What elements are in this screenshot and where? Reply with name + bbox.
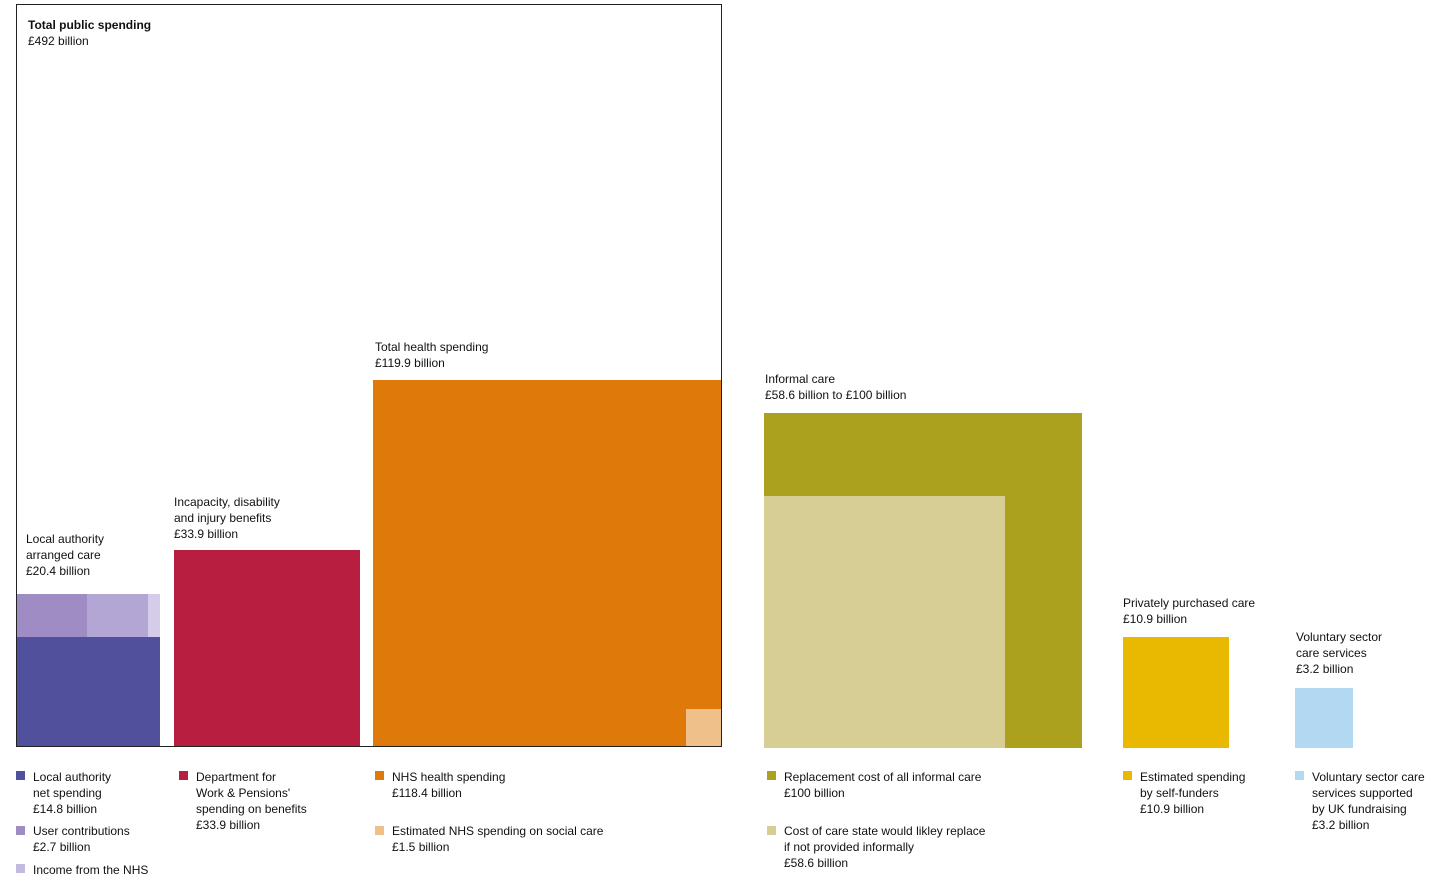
legend-value: £2.7 billion [33, 840, 91, 854]
legend-label-line: spending on benefits [196, 802, 307, 816]
legend-value: £58.6 billion [784, 856, 849, 870]
dwp-benefits-area [174, 550, 360, 746]
legend-local-authority-net-spending: Local authority net spending £14.8 billi… [33, 769, 111, 817]
legend-swatch [16, 864, 25, 873]
group-title-line: Voluntary sector [1296, 630, 1383, 644]
nhs-health-spending-area [373, 380, 721, 746]
group-value: £10.9 billion [1123, 612, 1188, 626]
legend-label-line: Replacement cost of all informal care [784, 770, 982, 784]
incapacity-benefits-label: Incapacity, disability and injury benefi… [174, 494, 280, 542]
legend-value: £10.9 billion [1140, 802, 1205, 816]
legend-swatch [375, 826, 384, 835]
legend-label-line: NHS health spending [392, 770, 506, 784]
total-public-spending-label: Total public spending £492 billion [28, 17, 151, 49]
legend-label-line: Department for [196, 770, 277, 784]
group-value: £58.6 billion to £100 billion [765, 388, 907, 402]
legend-swatch [375, 771, 384, 780]
group-title: Privately purchased care [1123, 596, 1256, 610]
legend-nhs-health-spending: NHS health spending £118.4 billion [392, 769, 505, 801]
legend-value: £14.8 billion [33, 802, 98, 816]
group-title: Informal care [765, 372, 836, 386]
legend-swatch [16, 771, 25, 780]
voluntary-sector-area [1295, 688, 1353, 748]
legend-label-line: by self-funders [1140, 786, 1219, 800]
local-authority-care-label: Local authority arranged care £20.4 bill… [26, 531, 104, 579]
group-value: £492 billion [28, 34, 89, 48]
local-authority-net-spending-area [17, 637, 160, 746]
group-title-line: Incapacity, disability [174, 495, 280, 509]
legend-swatch [16, 826, 25, 835]
legend-label-line: User contributions [33, 824, 130, 838]
legend-label-line: Income from the NHS [33, 863, 149, 877]
legend-swatch [1123, 771, 1132, 780]
legend-label-line: Estimated spending [1140, 770, 1246, 784]
legend-label-line: Cost of care state would likley replace [784, 824, 986, 838]
legend-swatch [1295, 771, 1304, 780]
legend-value: £100 billion [784, 786, 845, 800]
legend-label-line: net spending [33, 786, 102, 800]
group-title: Total health spending [375, 340, 489, 354]
legend-value: £1.5 billion [392, 840, 450, 854]
legend-swatch [179, 771, 188, 780]
group-title-line: care services [1296, 646, 1367, 660]
legend-value: £118.4 billion [392, 786, 462, 800]
legend-self-funders: Estimated spending by self-funders £10.9… [1140, 769, 1245, 817]
group-title: Total public spending [28, 18, 152, 32]
legend-swatch [767, 826, 776, 835]
group-title-line: Local authority [26, 532, 105, 546]
nhs-social-care-area [686, 709, 721, 746]
legend-informal-replacement-cost: Replacement cost of all informal care £1… [784, 769, 981, 801]
legend-income-from-nhs: Income from the NHS [33, 862, 148, 878]
legend-nhs-social-care: Estimated NHS spending on social care £1… [392, 823, 603, 855]
group-value: £3.2 billion [1296, 662, 1354, 676]
user-contributions-area [17, 594, 87, 637]
legend-user-contributions: User contributions £2.7 billion [33, 823, 130, 855]
privately-purchased-care-label: Privately purchased care £10.9 billion [1123, 595, 1255, 627]
total-public-spending-box [16, 4, 722, 747]
group-value: £33.9 billion [174, 527, 239, 541]
legend-label-line: services supported [1312, 786, 1413, 800]
legend-dwp-benefits: Department for Work & Pensions' spending… [196, 769, 307, 833]
group-value: £20.4 billion [26, 564, 91, 578]
legend-value: £3.2 billion [1312, 818, 1370, 832]
self-funders-area [1123, 637, 1229, 748]
legend-label-line: by UK fundraising [1312, 802, 1407, 816]
legend-label-line: Local authority [33, 770, 112, 784]
legend-voluntary-fundraising: Voluntary sector care services supported… [1312, 769, 1425, 833]
voluntary-sector-label: Voluntary sector care services £3.2 bill… [1296, 629, 1382, 677]
informal-care-state-replace-area [764, 496, 1005, 748]
legend-value: £33.9 billion [196, 818, 261, 832]
legend-label-line: Estimated NHS spending on social care [392, 824, 604, 838]
income-from-nhs-area [87, 594, 148, 637]
group-value: £119.9 billion [375, 356, 445, 370]
group-title-line: and injury benefits [174, 511, 272, 525]
informal-care-label: Informal care £58.6 billion to £100 bill… [765, 371, 906, 403]
legend-label-line: if not provided informally [784, 840, 915, 854]
legend-informal-state-replace: Cost of care state would likley replace … [784, 823, 985, 871]
legend-label-line: Work & Pensions' [196, 786, 291, 800]
total-health-spending-label: Total health spending £119.9 billion [375, 339, 488, 371]
legend-label-line: Voluntary sector care [1312, 770, 1425, 784]
income-from-nhs-small-area [148, 594, 160, 637]
legend-swatch [767, 771, 776, 780]
group-title-line: arranged care [26, 548, 101, 562]
